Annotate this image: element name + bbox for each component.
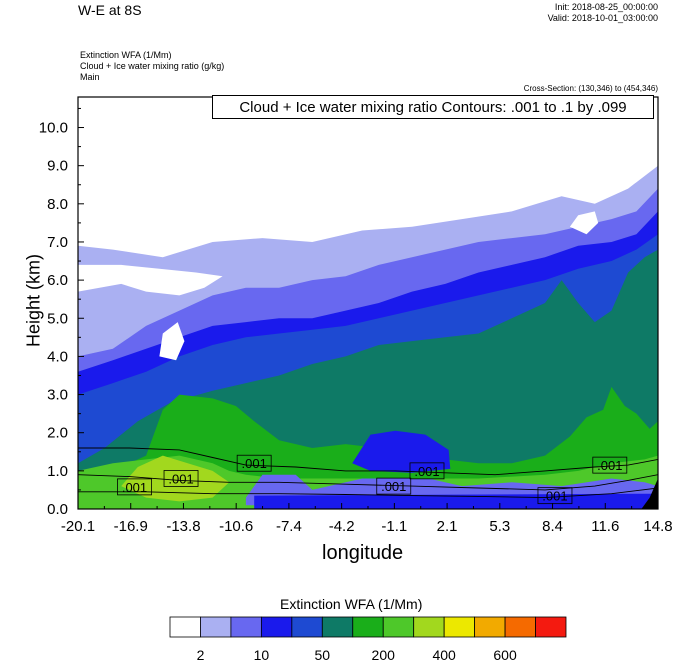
contour-labels: .001 .001 .001 .001 .001 .001 .001 — [117, 454, 628, 505]
colorbar-tick-label: 200 — [372, 647, 396, 663]
contour-label: .001 — [414, 464, 439, 479]
y-tick-label: 5.0 — [47, 310, 68, 327]
colorbar-swatch — [413, 616, 445, 638]
x-tick-label: 14.8 — [643, 518, 672, 535]
contour-line-top — [78, 447, 658, 476]
region-clear-patch-mid — [159, 322, 185, 361]
colorbar-swatch — [260, 616, 293, 638]
x-tick-label: -10.6 — [219, 518, 253, 535]
colorbar-swatch — [352, 616, 384, 638]
contour-label-box — [409, 462, 445, 480]
colorbar-swatch — [443, 616, 476, 638]
colorbar-tick-label: 10 — [254, 647, 270, 663]
colorbar-swatch — [169, 616, 201, 638]
colorbar-swatch — [474, 616, 506, 638]
x-tick-label: -20.1 — [61, 518, 95, 535]
region-elevated-layer — [352, 430, 451, 473]
contour-label-box — [537, 487, 573, 505]
contour-info-box: Cloud + Ice water mixing ratio Contours:… — [212, 95, 654, 119]
y-tick-label: 3.0 — [47, 387, 68, 404]
contour-label: .001 — [242, 456, 267, 471]
valid-time: Valid: 2018-10-01_03:00:00 — [547, 13, 658, 23]
region-clear-patch-west — [78, 264, 223, 296]
contour-label: .001 — [381, 479, 406, 494]
y-tick-label: 8.0 — [47, 196, 68, 213]
colorbar-title: Extinction WFA (1/Mm) — [280, 596, 423, 612]
field-label-mixing-ratio: Cloud + Ice water mixing ratio (g/kg) — [80, 61, 225, 71]
contour-line-middle — [78, 474, 658, 491]
y-tick-label: 2.0 — [47, 425, 68, 442]
colorbar-swatch — [291, 616, 323, 638]
x-tick-label: 5.3 — [489, 518, 510, 535]
contour-label-box — [376, 477, 412, 495]
colorbar-swatch — [382, 616, 415, 638]
cross-section-label: Cross-Section: (130,346) to (454,346) — [523, 84, 658, 93]
contour-label-box — [163, 470, 199, 487]
contour-line-bottom — [78, 487, 658, 499]
y-tick-label: 4.0 — [47, 348, 68, 365]
x-tick-label: -13.8 — [166, 518, 200, 535]
x-tick-label: -7.4 — [276, 518, 302, 535]
contour-label-box — [592, 456, 628, 474]
extinction-field — [78, 97, 658, 509]
x-tick-label: -16.9 — [114, 518, 148, 535]
colorbar-swatch — [200, 616, 232, 638]
colorbar-swatch — [504, 616, 536, 638]
axes: -20.1 -16.9 -13.8 -10.6 -7.4 -4.2 -1.1 2.1 5.3 8.… — [39, 107, 673, 535]
chart-title: W-E at 8S — [78, 2, 142, 18]
region-level-9 — [121, 455, 230, 502]
colorbar-tick-label: 2 — [197, 647, 205, 663]
region-terrain — [641, 478, 658, 509]
colorbar: 2 10 50 200 400 600 — [169, 616, 567, 663]
x-tick-label: -1.1 — [381, 518, 407, 535]
colorbar-swatch — [535, 616, 567, 638]
y-tick-label: 7.0 — [47, 234, 68, 251]
contour-label-box — [236, 454, 272, 472]
colorbar-swatch — [321, 616, 354, 638]
contour-label-box — [117, 478, 152, 496]
y-tick-label: 1.0 — [47, 463, 68, 480]
colorbar-tick-label: 600 — [493, 647, 517, 663]
contour-label: .001 — [542, 489, 567, 504]
x-axis-label: longitude — [322, 542, 404, 564]
y-tick-label: 0.0 — [47, 501, 68, 518]
x-tick-label: 2.1 — [437, 518, 458, 535]
x-tick-label: -4.2 — [329, 518, 355, 535]
colorbar-swatch — [230, 616, 262, 638]
y-tick-label: 9.0 — [47, 158, 68, 175]
y-axis-label: Height (km) — [23, 254, 44, 348]
contour-label: .001 — [597, 458, 622, 473]
region-surface — [254, 493, 658, 509]
y-tick-label: 6.0 — [47, 272, 68, 289]
field-label-main: Main — [80, 72, 100, 82]
colorbar-tick-label: 50 — [315, 647, 331, 663]
x-tick-label: 11.6 — [591, 518, 619, 535]
x-tick-label: 8.4 — [542, 518, 563, 535]
colorbar-tick-label: 400 — [432, 647, 456, 663]
contour-lines — [78, 447, 658, 499]
contour-label: .001 — [168, 471, 193, 486]
y-tick-label: 10.0 — [39, 120, 68, 137]
region-clear-patch-east — [569, 211, 599, 235]
contour-label: .001 — [122, 480, 147, 495]
field-label-extinction: Extinction WFA (1/Mm) — [80, 50, 172, 60]
init-time: Init: 2018-08-25_00:00:00 — [554, 2, 658, 12]
